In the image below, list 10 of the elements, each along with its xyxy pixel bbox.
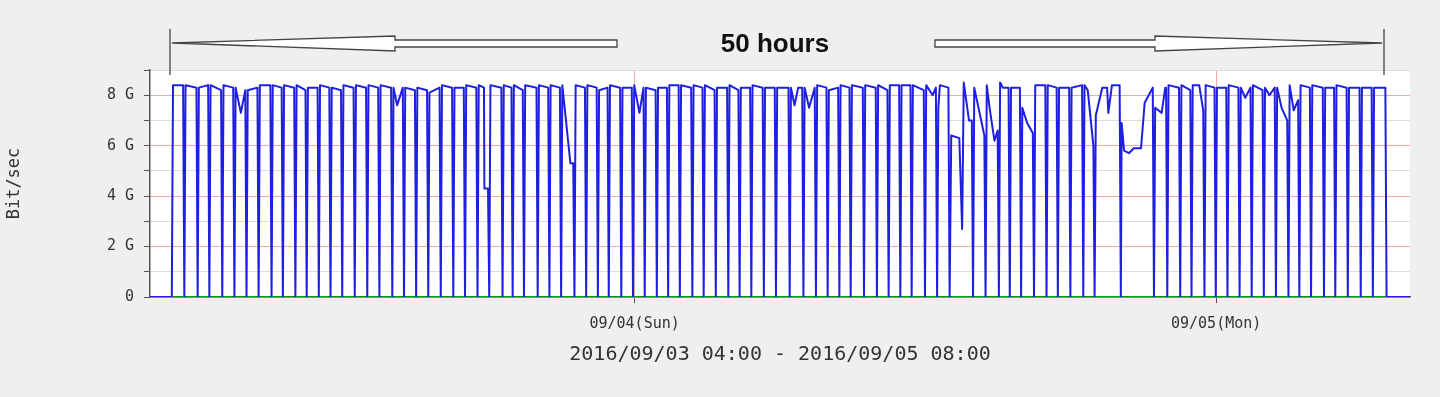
- x-tick-label: 09/04(Sun): [589, 313, 680, 332]
- x-tick-label: 09/05(Mon): [1171, 313, 1262, 332]
- text: 50 hours: [719, 27, 831, 59]
- y-tick-label: 6 G: [106, 135, 134, 154]
- y-tick-label: 8 G: [106, 85, 134, 104]
- y-tick-label: 0: [124, 286, 134, 305]
- y-axis-title: Bit/sec: [2, 147, 23, 220]
- y-tick-label: 2 G: [106, 236, 134, 255]
- x-axis-title: 2016/09/03 04:00 - 2016/09/05 08:00: [569, 341, 991, 366]
- y-tick-label: 4 G: [106, 186, 134, 204]
